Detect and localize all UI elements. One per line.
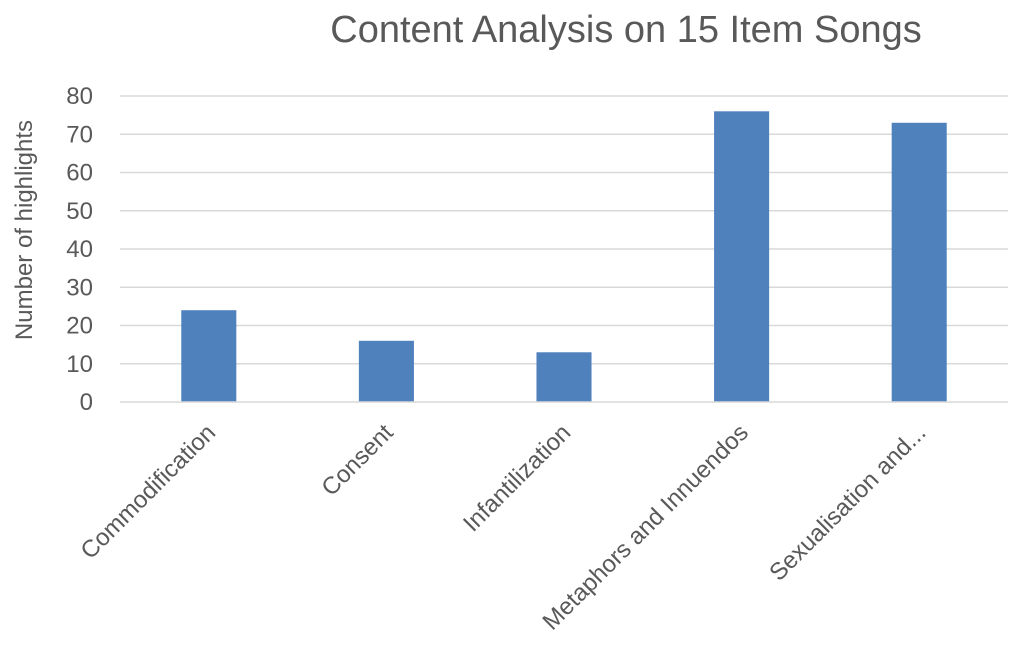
x-tick-label: Metaphors and Innuendos <box>538 419 754 635</box>
bar <box>536 352 592 402</box>
bar <box>714 111 770 403</box>
x-tick-label: Infantilization <box>458 419 576 537</box>
y-tick-label: 20 <box>66 313 93 340</box>
bar <box>358 340 414 402</box>
x-tick-label: Consent <box>316 419 399 502</box>
y-tick-label: 50 <box>66 198 93 225</box>
bar <box>181 310 237 402</box>
bars <box>181 111 947 403</box>
y-tick-label: 10 <box>66 351 93 378</box>
y-axis-title: Number of highlights <box>11 120 38 340</box>
gridlines <box>120 95 1008 365</box>
y-tick-label: 40 <box>66 236 93 263</box>
y-tick-label: 0 <box>80 389 93 416</box>
bar <box>891 122 947 403</box>
x-tick-label: Sexualisation and... <box>764 419 931 586</box>
y-tick-label: 70 <box>66 121 93 148</box>
y-tick-labels: 0 10 20 30 40 50 60 70 80 <box>66 83 93 416</box>
chart-title: Content Analysis on 15 Item Songs <box>330 9 921 51</box>
y-tick-label: 80 <box>66 83 93 110</box>
x-tick-label: Commodification <box>76 419 221 564</box>
y-tick-label: 60 <box>66 160 93 187</box>
y-tick-label: 30 <box>66 274 93 301</box>
x-tick-labels: Commodification Consent InfantilizationMet… <box>76 419 932 636</box>
